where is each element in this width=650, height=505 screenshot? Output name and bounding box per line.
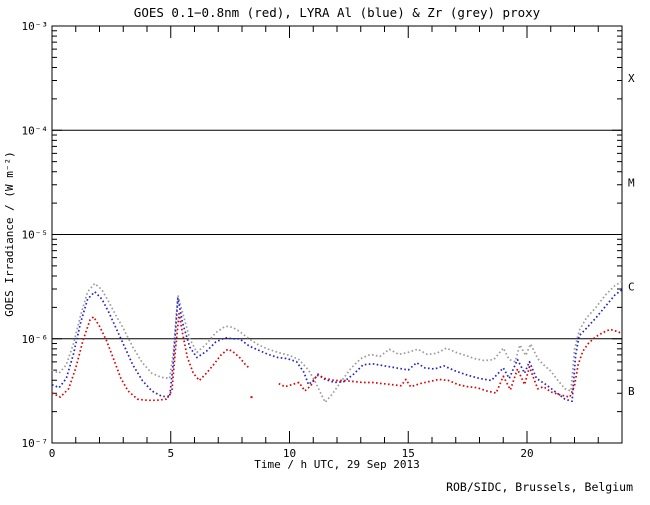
red-series-curve (51, 312, 250, 402)
y-tick-label: 10⁻⁷ (22, 437, 49, 450)
data-series (51, 280, 623, 404)
y-tick-label: 10⁻⁵ (22, 229, 49, 242)
grey-series-curve (51, 280, 623, 404)
flare-class-label: X (628, 72, 635, 85)
x-axis-label: Time / h UTC, 29 Sep 2013 (254, 458, 420, 471)
tick-labels: 0 5 10 15 20 10⁻³ 10⁻⁴ 10⁻⁵ 10⁻⁶ 10⁻⁷ X M C B (22, 20, 636, 460)
y-tick-label: 10⁻⁶ (22, 333, 49, 346)
x-tick-label: 0 (49, 447, 56, 460)
x-tick-label: 10 (283, 447, 296, 460)
x-tick-label: 15 (402, 447, 415, 460)
chart-title: GOES 0.1−0.8nm (red), LYRA Al (blue) & Z… (134, 5, 541, 20)
flare-class-label: B (628, 385, 635, 398)
flare-class-label: C (628, 281, 635, 294)
y-tick-label: 10⁻⁴ (22, 124, 49, 137)
y-tick-label: 10⁻³ (22, 20, 49, 33)
red-series-point (250, 396, 253, 399)
x-tick-label: 5 (167, 447, 174, 460)
red-series-curve (278, 328, 623, 398)
x-tick-label: 20 (520, 447, 533, 460)
flare-class-label: M (628, 176, 635, 189)
credit-text: ROB/SIDC, Brussels, Belgium (446, 480, 633, 494)
y-axis-label: GOES Irradiance / (W m⁻²) (3, 151, 16, 317)
plot-frame (51, 25, 623, 444)
